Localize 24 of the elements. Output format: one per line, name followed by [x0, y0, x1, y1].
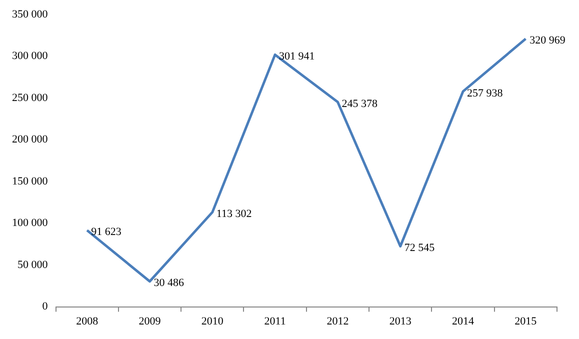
- data-label: 30 486: [154, 277, 184, 290]
- x-tick-label: 2013: [389, 315, 412, 328]
- x-tick-label: 2008: [76, 315, 99, 328]
- data-label: 113 302: [216, 208, 252, 220]
- x-tick-label: 2011: [264, 315, 286, 328]
- x-tick-label: 2014: [452, 315, 475, 328]
- y-tick-label: 300 000: [12, 50, 48, 62]
- data-label: 91 623: [91, 226, 122, 238]
- y-tick-label: 50 000: [18, 258, 48, 271]
- y-tick-label: 100 000: [12, 217, 48, 230]
- data-label: 320 969: [530, 34, 566, 47]
- y-tick-label: 200 000: [12, 134, 48, 146]
- x-tick-label: 2015: [514, 315, 538, 328]
- y-tick-label: 0: [42, 300, 48, 313]
- x-tick-label: 2009: [138, 315, 162, 328]
- y-tick-label: 350 000: [12, 8, 48, 20]
- y-tick-label: 150 000: [12, 175, 48, 188]
- data-label: 257 938: [467, 87, 504, 100]
- data-label: 72 545: [404, 242, 436, 254]
- data-label: 301 941: [279, 50, 315, 63]
- y-tick-label: 250 000: [12, 92, 48, 104]
- x-tick-label: 2012: [326, 315, 349, 328]
- x-tick-label: 2010: [201, 315, 224, 328]
- data-label: 245 378: [342, 98, 378, 110]
